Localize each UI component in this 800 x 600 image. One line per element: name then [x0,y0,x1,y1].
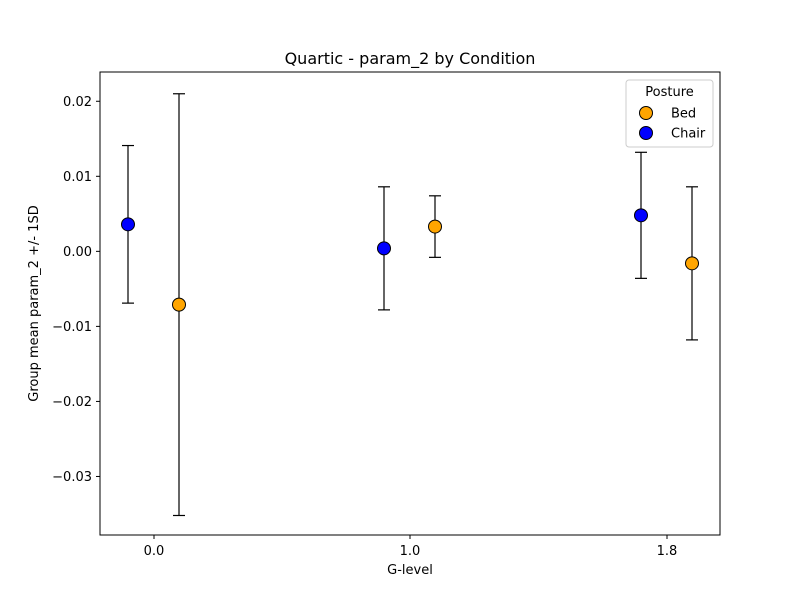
x-axis: 0.0 1.0 1.8 [144,535,678,559]
y-tick-label: 0.00 [63,245,92,260]
y-tick-label: 0.01 [63,170,92,185]
point-chair [121,217,135,232]
legend-label-chair: Chair [671,127,706,142]
point-bed [428,219,442,234]
legend: Posture Bed Chair [625,79,714,148]
point-chair [634,208,648,223]
y-axis: −0.03 −0.02 −0.01 0.00 0.01 0.02 [52,95,100,485]
y-tick-label: −0.02 [52,395,92,410]
x-tick-label: 1.8 [657,544,678,559]
legend-marker-chair [639,126,653,140]
data-points [121,208,699,312]
legend-title: Posture [645,85,694,100]
point-bed [685,256,699,271]
y-tick-label: 0.02 [63,95,92,110]
chart-title: Quartic - param_2 by Condition [285,49,536,69]
legend-label-bed: Bed [671,107,696,122]
point-bed [172,297,186,312]
x-tick-label: 1.0 [400,544,421,559]
y-tick-label: −0.03 [52,470,92,485]
x-tick-label: 0.0 [144,544,165,559]
y-axis-label: Group mean param_2 +/- 1SD [27,205,42,401]
point-chair [377,241,391,256]
legend-marker-bed [639,106,653,120]
x-axis-label: G-level [387,563,433,578]
y-tick-label: −0.01 [52,320,92,335]
